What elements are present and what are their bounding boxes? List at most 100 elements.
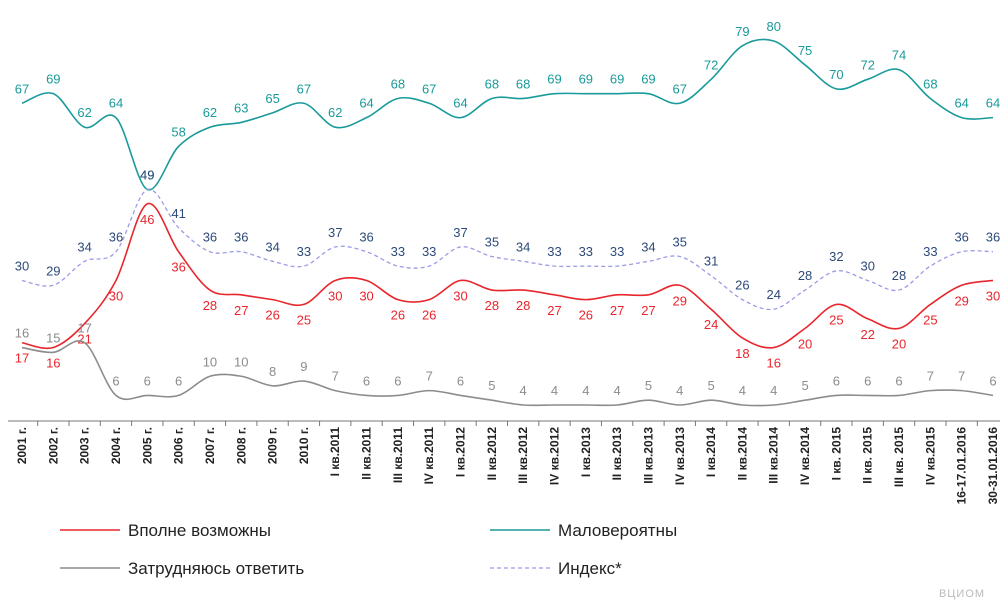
x-tick-label: II кв. 2015 <box>861 427 875 484</box>
data-label: 25 <box>297 312 311 327</box>
data-label: 31 <box>704 254 718 269</box>
x-tick-label: I кв. 2015 <box>829 427 843 481</box>
x-tick-label: 2002 г. <box>46 427 60 464</box>
data-label: 58 <box>171 124 185 139</box>
x-tick-label: IV кв.2014 <box>798 427 812 485</box>
series-line <box>21 202 994 350</box>
data-label: 4 <box>582 383 589 398</box>
data-label: 28 <box>892 268 906 283</box>
data-label: 69 <box>579 72 593 87</box>
data-label: 5 <box>488 378 495 393</box>
data-label: 32 <box>829 249 843 264</box>
data-label: 4 <box>614 383 621 398</box>
data-label: 80 <box>767 19 781 34</box>
data-label: 34 <box>641 239 655 254</box>
data-label: 69 <box>547 72 561 87</box>
x-tick-label: 2004 г. <box>109 427 123 464</box>
data-label: 36 <box>171 260 185 275</box>
data-label: 72 <box>860 57 874 72</box>
data-label: 26 <box>422 308 436 323</box>
data-label: 6 <box>989 373 996 388</box>
x-tick-label: III кв. 2015 <box>892 427 906 487</box>
x-tick-label: IV кв.2011 <box>422 427 436 485</box>
data-label: 33 <box>547 244 561 259</box>
data-label: 4 <box>676 383 683 398</box>
data-label: 10 <box>234 354 248 369</box>
data-label: 62 <box>77 105 91 120</box>
data-label: 4 <box>739 383 746 398</box>
data-label: 4 <box>770 383 777 398</box>
data-label: 46 <box>140 212 154 227</box>
data-label: 7 <box>332 369 339 384</box>
data-label: 72 <box>704 57 718 72</box>
x-tick-label: 2009 г. <box>266 427 280 464</box>
data-label: 35 <box>673 235 687 250</box>
x-tick-label: 2010 г. <box>297 427 311 464</box>
series-line <box>21 188 994 311</box>
data-label: 64 <box>109 96 123 111</box>
x-tick-label: 16-17.01.2016 <box>955 427 969 505</box>
data-label: 64 <box>453 96 467 111</box>
data-label: 30 <box>986 288 1000 303</box>
data-label: 28 <box>798 268 812 283</box>
x-tick-label: I кв.2011 <box>328 427 342 477</box>
data-label: 63 <box>234 100 248 115</box>
data-label: 4 <box>551 383 558 398</box>
data-label: 36 <box>109 230 123 245</box>
x-tick-label: IV кв.2015 <box>923 427 937 485</box>
data-label: 24 <box>704 317 718 332</box>
data-label: 7 <box>426 369 433 384</box>
data-label: 30 <box>453 288 467 303</box>
data-label: 27 <box>641 303 655 318</box>
data-label: 6 <box>112 373 119 388</box>
data-label: 36 <box>986 230 1000 245</box>
data-label: 67 <box>673 81 687 96</box>
data-label: 17 <box>15 351 29 366</box>
x-tick-label: IV кв.2012 <box>547 427 561 485</box>
data-label: 74 <box>892 48 906 63</box>
data-label: 69 <box>610 72 624 87</box>
data-label: 64 <box>954 96 968 111</box>
x-tick-label: IV кв.2013 <box>673 427 687 485</box>
data-label: 7 <box>927 369 934 384</box>
data-label: 62 <box>328 105 342 120</box>
data-label: 28 <box>203 298 217 313</box>
data-label: 41 <box>171 206 185 221</box>
data-label: 69 <box>46 72 60 87</box>
data-label: 26 <box>265 308 279 323</box>
x-tick-label: III кв.2011 <box>391 427 405 483</box>
data-label: 25 <box>829 312 843 327</box>
data-label: 33 <box>297 244 311 259</box>
legend-label: Вполне возможны <box>128 521 271 540</box>
x-tick-label: III кв.2012 <box>516 427 530 484</box>
data-label: 35 <box>485 235 499 250</box>
data-label: 34 <box>516 239 530 254</box>
x-tick-label: II кв.2014 <box>735 427 749 481</box>
data-label: 6 <box>864 373 871 388</box>
x-tick-label: II кв.2011 <box>360 427 374 480</box>
data-label: 67 <box>15 81 29 96</box>
series-line <box>21 340 994 407</box>
data-label: 30 <box>15 258 29 273</box>
x-tick-label: III кв.2014 <box>767 427 781 484</box>
data-label: 30 <box>109 288 123 303</box>
data-label: 33 <box>923 244 937 259</box>
data-label: 67 <box>422 81 436 96</box>
data-label: 22 <box>860 327 874 342</box>
data-label: 64 <box>359 96 373 111</box>
data-label: 65 <box>265 91 279 106</box>
data-label: 16 <box>15 326 29 341</box>
data-label: 30 <box>860 258 874 273</box>
data-label: 69 <box>641 72 655 87</box>
data-label: 26 <box>391 308 405 323</box>
data-label: 34 <box>265 239 279 254</box>
data-label: 27 <box>547 303 561 318</box>
data-label: 6 <box>144 373 151 388</box>
data-label: 79 <box>735 24 749 39</box>
data-label: 27 <box>610 303 624 318</box>
legend-label: Затрудняюсь ответить <box>128 559 304 578</box>
data-label: 70 <box>829 67 843 82</box>
x-tick-label: 2001 г. <box>15 427 29 464</box>
data-label: 16 <box>767 356 781 371</box>
